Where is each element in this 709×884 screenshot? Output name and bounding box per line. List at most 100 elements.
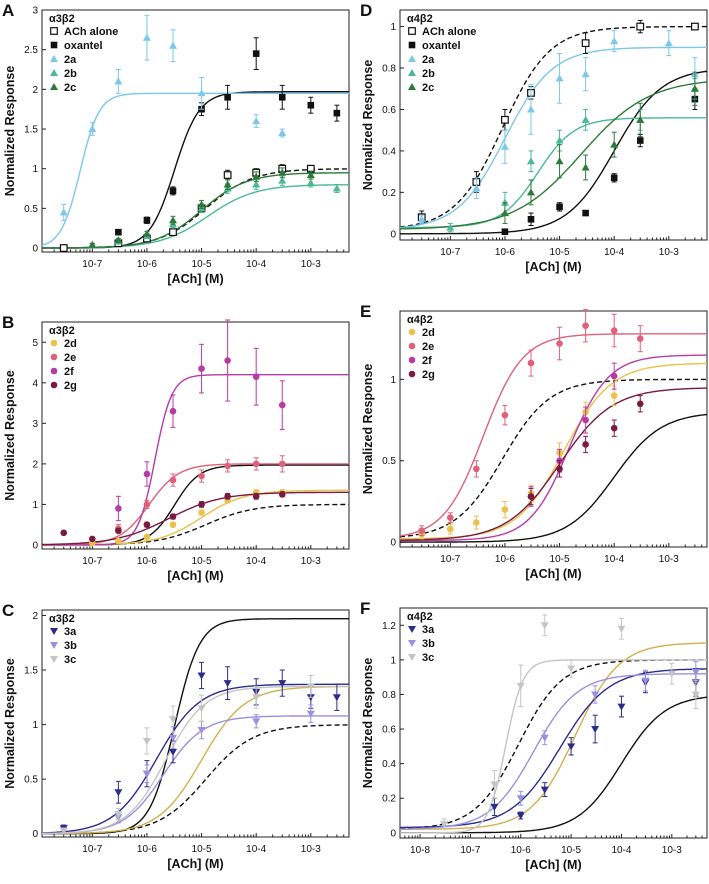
x-tick-label: 10-5 [192, 844, 212, 855]
data-point [114, 77, 123, 85]
data-point [143, 470, 151, 478]
data-point [581, 163, 590, 171]
data-point [142, 770, 151, 778]
data-point [691, 691, 700, 699]
data-point [306, 683, 315, 691]
x-tick-label: 10-7 [82, 844, 102, 855]
data-point [610, 424, 618, 432]
data-point [142, 737, 151, 745]
data-point [500, 209, 509, 217]
data-point [143, 501, 151, 508]
data-point [223, 171, 232, 179]
x-tick-label: 10-3 [659, 247, 679, 258]
y-tick-label: 0.4 [382, 759, 396, 770]
data-point [610, 37, 619, 45]
x-tick-label: 10-7 [440, 247, 460, 258]
data-point [440, 821, 449, 829]
data-point [610, 392, 618, 399]
x-axis-title: [ACh] (M) [167, 272, 223, 286]
data-point [408, 640, 416, 647]
data-point [581, 115, 590, 123]
fit-curve [400, 378, 707, 538]
data-point [224, 493, 231, 500]
legend-entry: 3c [422, 652, 434, 664]
data-point [418, 527, 426, 535]
data-point [224, 93, 231, 101]
fit-curve [400, 642, 707, 830]
fit-curve [42, 715, 349, 835]
panel-letter: A [2, 1, 14, 20]
x-tick-label: 10-3 [301, 556, 321, 567]
data-point [636, 400, 644, 408]
data-point [197, 89, 206, 97]
data-point [446, 223, 455, 231]
data-point [556, 203, 563, 211]
y-tick-label: 0.8 [382, 64, 396, 75]
data-point [306, 171, 315, 179]
data-point [197, 672, 206, 680]
x-tick-label: 10-6 [511, 845, 531, 856]
data-point [472, 184, 481, 192]
data-point [617, 703, 626, 711]
y-tick-label: 0.5 [24, 204, 38, 215]
x-tick-label: 10-4 [604, 554, 624, 565]
data-point [527, 359, 535, 367]
data-point [581, 70, 590, 78]
data-point [667, 670, 676, 678]
legend-entry: 2e [64, 352, 76, 364]
data-point [490, 803, 499, 811]
fit-curves [400, 642, 707, 834]
data-point [252, 694, 261, 702]
data-point [278, 680, 287, 688]
legend-title: α4β2 [407, 611, 433, 623]
y-tick-label: 0 [390, 828, 396, 839]
fit-curve [42, 92, 349, 246]
data-point [610, 174, 618, 182]
data-point [278, 490, 286, 498]
data-point [168, 748, 177, 756]
data-point [526, 188, 535, 196]
panel-c: C 0 0.5 1 1.5 2 10-7 10-6 10-5 10-4 10-3 [ACh] (M) N… [2, 601, 350, 871]
y-axis-title: Normalized Response [361, 364, 375, 495]
fit-curve [400, 81, 707, 230]
x-tick-label: 10-3 [301, 844, 321, 855]
y-axis-title: Normalized Response [361, 60, 375, 191]
fit-curve [400, 70, 707, 235]
data-point [197, 727, 206, 735]
data-point [143, 533, 151, 541]
data-point [582, 322, 589, 329]
panel-d: D 0 0.2 0.4 0.6 0.8 1 10-7 10-6 10-5 10-4 10-3 [ACh]… [360, 1, 708, 274]
data-point [252, 180, 261, 188]
data-point [641, 677, 650, 685]
fit-curve [42, 685, 349, 835]
legend-title: α3β2 [49, 613, 75, 625]
x-tick-label: 10-7 [440, 554, 460, 565]
data-point [278, 168, 287, 176]
data-points [418, 308, 644, 540]
data-point [50, 83, 58, 90]
data-point [115, 228, 122, 236]
x-tick-label: 10-4 [246, 259, 266, 270]
data-point [567, 665, 576, 673]
y-tick-label: 0.2 [382, 188, 396, 199]
legend-entry: 3b [64, 640, 77, 652]
fit-curve [400, 659, 707, 834]
data-point [591, 691, 600, 699]
x-tick-label: 10-3 [659, 554, 679, 565]
data-point [50, 69, 58, 76]
data-point [198, 472, 205, 480]
legend-entry: 2e [422, 341, 434, 353]
legend-entry: 2a [422, 54, 435, 66]
fit-curve [42, 172, 349, 249]
data-points [59, 661, 341, 835]
data-point [223, 680, 232, 688]
legend-entry: 3a [422, 624, 435, 636]
fit-curve [400, 659, 707, 830]
fit-curve [42, 683, 349, 834]
data-point [142, 229, 151, 237]
data-point [691, 668, 700, 676]
fit-curve [400, 333, 707, 537]
